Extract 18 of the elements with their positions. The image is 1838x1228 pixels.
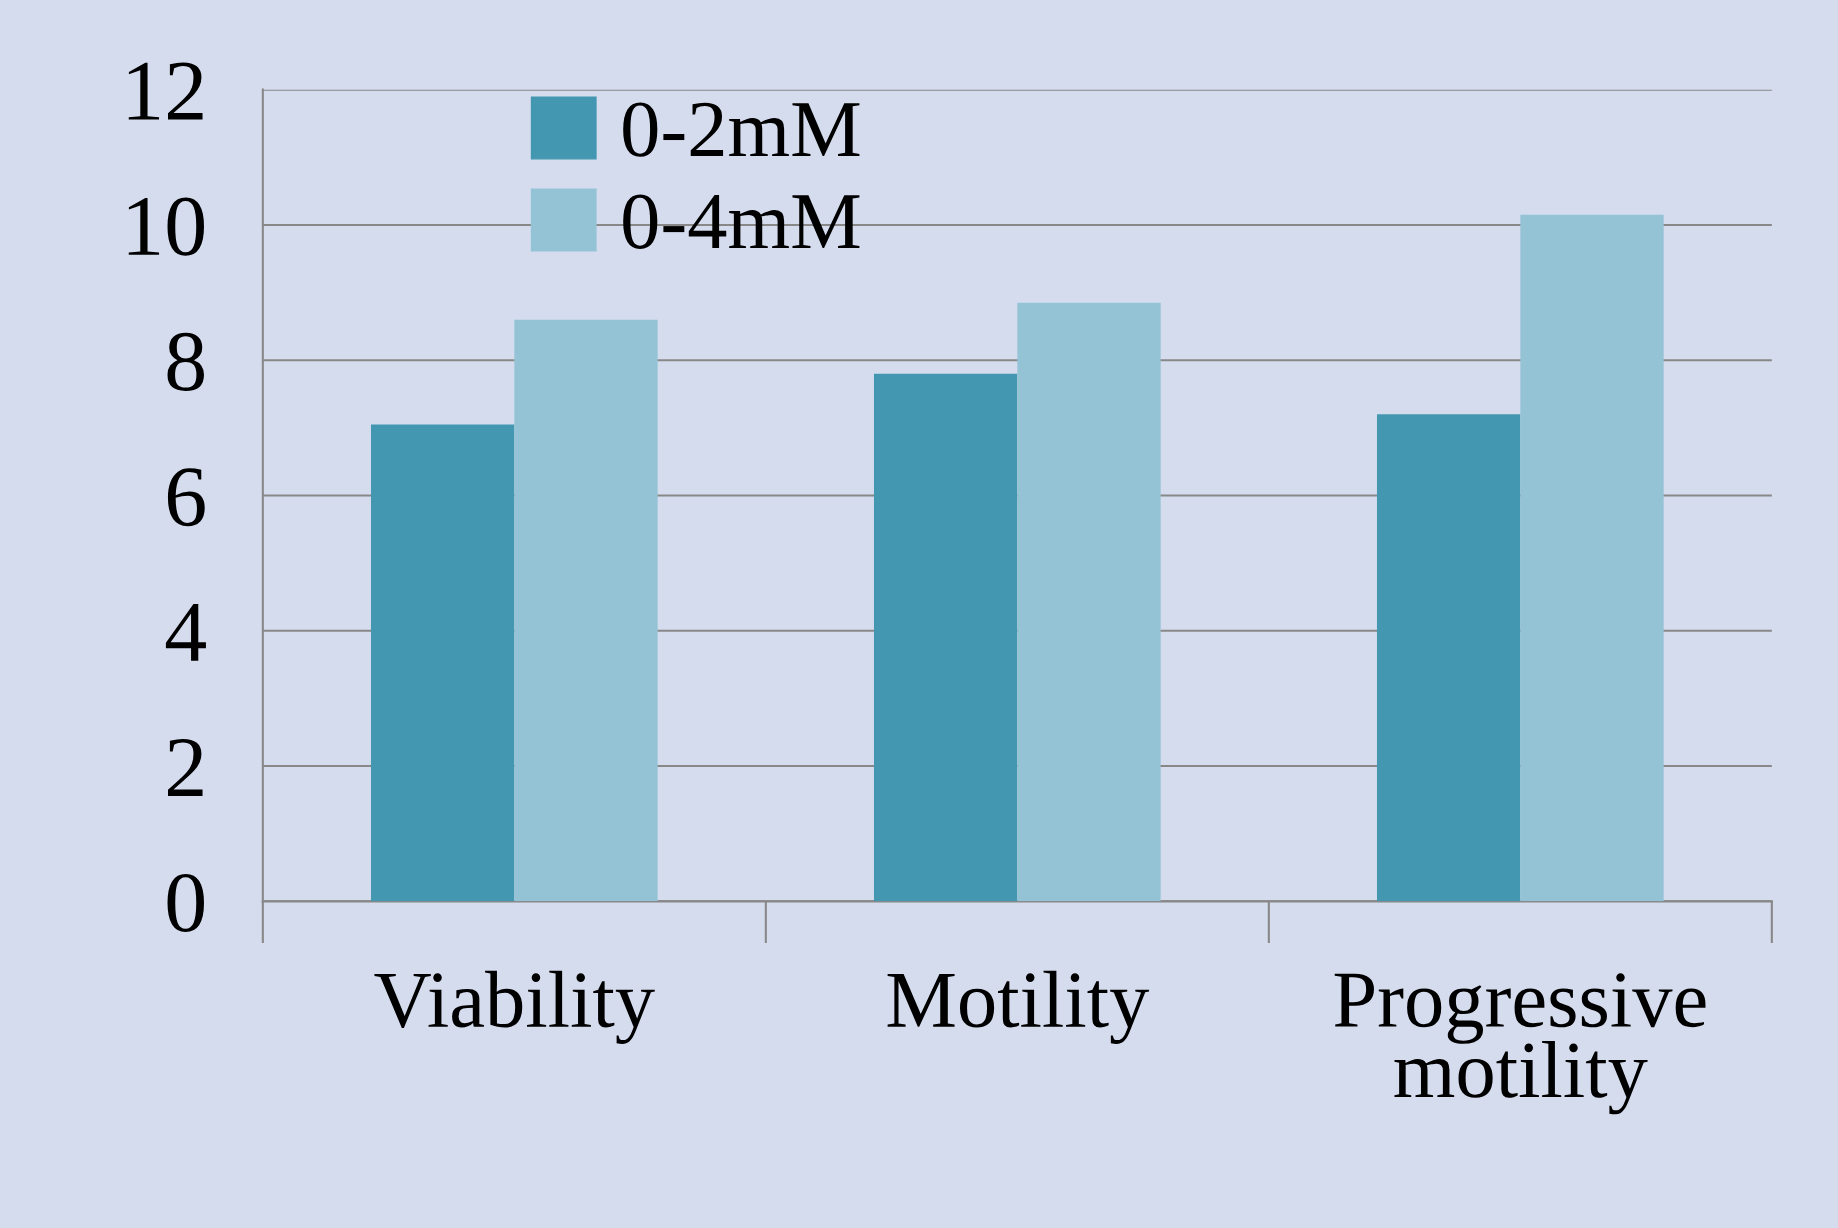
bar	[370, 424, 515, 902]
x-tick-label: Viability	[374, 970, 655, 1045]
y-tick-label: 0	[167, 873, 204, 933]
bar	[1376, 414, 1521, 902]
y-tick-label: 8	[167, 332, 204, 391]
legend-label: 0-4mM	[623, 194, 860, 249]
y-tick-label: 4	[165, 603, 206, 661]
bar	[1520, 214, 1664, 902]
y-tick-label: 2	[168, 738, 203, 796]
bar	[514, 319, 658, 902]
x-tick-label: Progressive motility	[1334, 973, 1706, 1115]
y-tick-label: 6	[167, 468, 205, 527]
y-tick-label: 10	[128, 197, 204, 256]
x-tick-label: Motility	[887, 970, 1150, 1045]
y-tick-label: 12	[128, 62, 203, 120]
bar	[1017, 302, 1161, 902]
bar	[873, 373, 1018, 902]
legend-label: 0-2mM	[623, 102, 860, 157]
